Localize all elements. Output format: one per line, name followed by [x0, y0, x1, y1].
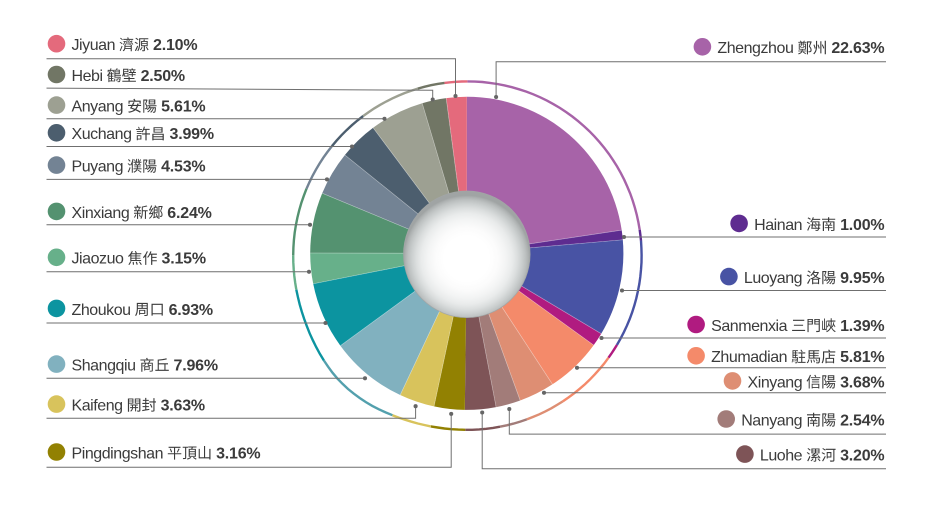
svg-text:Luohe: Luohe: [760, 448, 803, 465]
svg-text:Puyang: Puyang: [72, 159, 124, 176]
svg-text:5.61%: 5.61%: [161, 99, 205, 116]
svg-text:2.54%: 2.54%: [840, 412, 884, 429]
svg-text:Xuchang: Xuchang: [72, 126, 132, 143]
svg-text:Sanmenxia: Sanmenxia: [711, 318, 788, 335]
svg-text:Zhengzhou: Zhengzhou: [717, 40, 793, 57]
svg-text:Xinyang: Xinyang: [748, 374, 803, 391]
svg-text:Xinxiang: Xinxiang: [72, 205, 130, 222]
svg-text:Zhoukou: Zhoukou: [72, 302, 131, 319]
svg-text:Shangqiu: Shangqiu: [72, 358, 136, 375]
svg-text:1.39%: 1.39%: [840, 318, 884, 335]
svg-text:3.16%: 3.16%: [216, 445, 260, 462]
svg-text:1.00%: 1.00%: [840, 217, 884, 234]
svg-text:3.68%: 3.68%: [840, 374, 884, 391]
svg-text:7.96%: 7.96%: [174, 358, 218, 375]
svg-text:2.10%: 2.10%: [153, 37, 197, 54]
svg-text:Hebi: Hebi: [72, 68, 103, 85]
svg-text:9.95%: 9.95%: [840, 270, 884, 287]
svg-text:22.63%: 22.63%: [831, 40, 884, 57]
svg-text:3.63%: 3.63%: [161, 398, 205, 415]
svg-text:Nanyang: Nanyang: [741, 412, 802, 429]
svg-text:6.24%: 6.24%: [167, 205, 211, 222]
svg-text:Anyang: Anyang: [72, 99, 124, 116]
svg-text:3.20%: 3.20%: [840, 448, 884, 465]
svg-text:Luoyang: Luoyang: [744, 270, 802, 287]
svg-text:2.50%: 2.50%: [141, 68, 185, 85]
svg-text:6.93%: 6.93%: [169, 302, 213, 319]
svg-text:Hainan: Hainan: [754, 217, 802, 234]
svg-text:Pingdingshan: Pingdingshan: [72, 445, 164, 462]
svg-text:Kaifeng: Kaifeng: [72, 398, 123, 415]
svg-text:3.99%: 3.99%: [170, 126, 214, 143]
svg-text:Jiyuan: Jiyuan: [72, 37, 116, 54]
svg-text:3.15%: 3.15%: [162, 251, 206, 268]
svg-text:5.81%: 5.81%: [840, 349, 884, 366]
svg-text:4.53%: 4.53%: [161, 159, 205, 176]
svg-text:Jiaozuo: Jiaozuo: [72, 251, 125, 268]
svg-text:Zhumadian: Zhumadian: [711, 349, 787, 366]
